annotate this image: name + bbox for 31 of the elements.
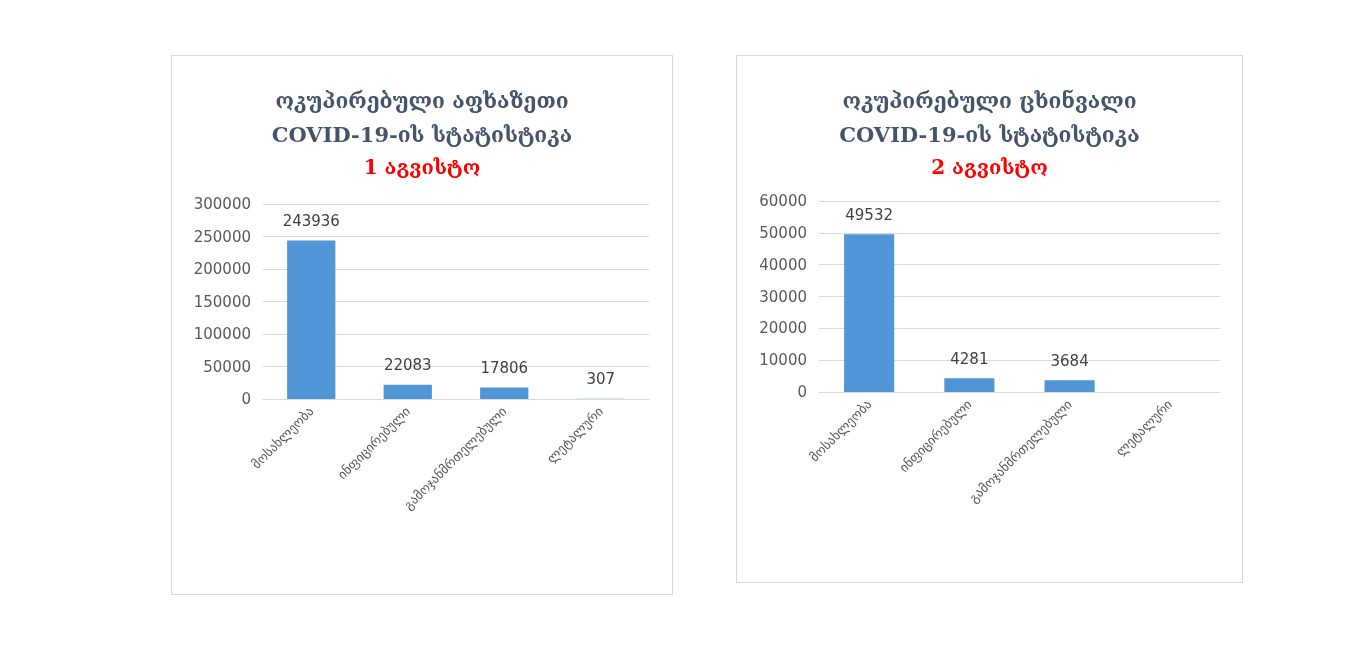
data-label: 22083 xyxy=(383,356,432,375)
y-tick-label: 0 xyxy=(797,383,807,401)
chart-subtitle: 2 აგვისტო xyxy=(931,155,1048,179)
chart-title: ოკუპირებული აფხაზეთი COVID-19-ის სტატისტიკა xyxy=(271,87,573,147)
data-label: 307 xyxy=(586,370,616,389)
y-tick-label: 150000 xyxy=(193,292,251,311)
y-tick-label: 20000 xyxy=(759,319,807,338)
bar xyxy=(944,378,995,392)
data-label: 243936 xyxy=(282,211,340,230)
y-tick-label: 40000 xyxy=(759,255,807,274)
chart-title: ოკუპირებული ცხინვალი COVID-19-ის სტატისტიკა xyxy=(839,87,1140,147)
data-label: 4281 xyxy=(950,349,989,368)
y-tick-label: 50000 xyxy=(759,223,807,242)
y-tick-label: 10000 xyxy=(759,351,807,370)
y-tick-label: 0 xyxy=(241,390,251,408)
data-label: 3684 xyxy=(1050,351,1089,370)
y-tick-label: 50000 xyxy=(203,357,251,376)
y-tick-label: 250000 xyxy=(193,227,251,246)
y-tick-label: 60000 xyxy=(759,192,807,210)
y-tick-label: 100000 xyxy=(193,325,251,343)
bar xyxy=(1044,380,1095,392)
data-label: 17806 xyxy=(480,358,529,377)
bar xyxy=(844,234,895,392)
y-tick-label: 30000 xyxy=(759,287,807,306)
bar xyxy=(480,387,529,399)
data-label: 49532 xyxy=(845,205,893,224)
chart-subtitle: 1 აგვისტო xyxy=(363,155,481,179)
y-tick-label: 300000 xyxy=(193,195,251,213)
bar xyxy=(383,384,432,399)
bar xyxy=(287,240,336,399)
y-tick-label: 200000 xyxy=(193,260,251,278)
